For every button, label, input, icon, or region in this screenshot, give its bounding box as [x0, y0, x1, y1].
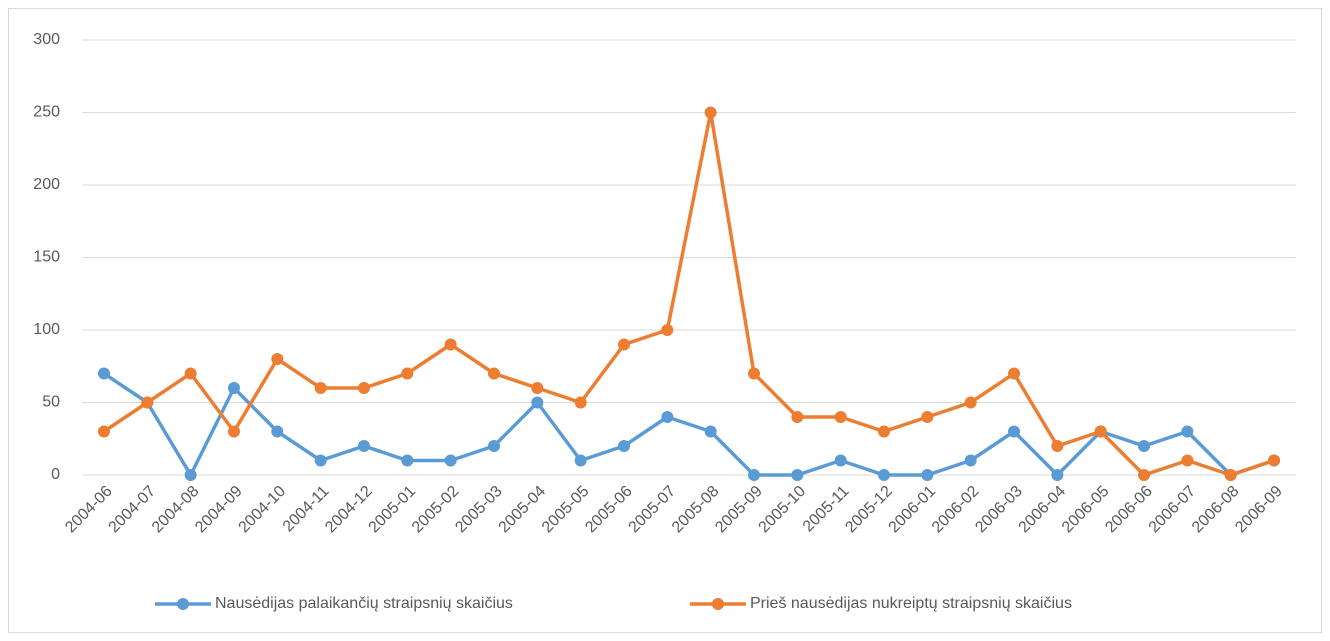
marker	[531, 396, 544, 409]
marker	[444, 454, 457, 467]
marker	[964, 454, 977, 467]
marker	[271, 353, 284, 365]
legend-marker	[712, 598, 724, 610]
marker	[314, 454, 327, 467]
y-tick-label: 0	[51, 466, 60, 483]
marker	[748, 469, 761, 481]
marker	[1051, 469, 1064, 481]
y-tick-label: 100	[33, 321, 60, 338]
marker	[748, 367, 761, 380]
marker	[271, 425, 284, 438]
marker	[791, 411, 804, 423]
series-line	[102, 372, 1275, 477]
marker	[834, 411, 847, 423]
marker	[227, 425, 240, 438]
marker	[704, 106, 717, 119]
legend-label: Prieš nausėdijas nukreiptų straipsnių sk…	[750, 595, 1072, 612]
legend-marker	[177, 598, 189, 610]
marker	[1181, 454, 1194, 467]
marker	[791, 469, 804, 481]
marker	[1094, 425, 1107, 438]
marker	[141, 396, 154, 409]
marker	[357, 382, 370, 394]
marker	[1138, 440, 1151, 452]
legend-label: Nausėdijas palaikančių straipsnių skaiči…	[215, 595, 513, 612]
marker	[574, 396, 587, 409]
y-tick-label: 150	[33, 249, 60, 266]
marker	[1181, 425, 1194, 438]
marker	[661, 411, 674, 423]
marker	[444, 338, 457, 351]
marker	[1138, 469, 1151, 481]
marker	[1008, 425, 1021, 438]
y-tick-label: 200	[33, 176, 60, 193]
marker	[184, 469, 197, 481]
marker	[878, 425, 891, 438]
marker	[617, 440, 630, 452]
marker	[531, 382, 544, 394]
marker	[1268, 454, 1281, 467]
y-tick-label: 50	[42, 394, 60, 411]
marker	[964, 396, 977, 409]
marker	[878, 469, 891, 481]
marker	[574, 454, 587, 467]
marker	[401, 367, 414, 380]
marker	[487, 440, 500, 452]
marker	[97, 367, 110, 380]
marker	[834, 454, 847, 467]
y-tick-label: 300	[33, 31, 60, 48]
marker	[401, 454, 414, 467]
marker	[1224, 469, 1237, 481]
marker	[1008, 367, 1021, 380]
marker	[921, 411, 934, 423]
marker	[227, 382, 240, 394]
marker	[704, 425, 717, 438]
series-line	[102, 110, 1275, 477]
y-tick-label: 250	[33, 104, 60, 121]
marker	[617, 338, 630, 351]
marker	[97, 425, 110, 438]
marker	[314, 382, 327, 394]
marker	[184, 367, 197, 380]
chart-border	[8, 8, 1322, 633]
marker	[1051, 440, 1064, 452]
marker	[357, 440, 370, 452]
marker	[921, 469, 934, 481]
marker	[487, 367, 500, 380]
marker	[661, 324, 674, 336]
